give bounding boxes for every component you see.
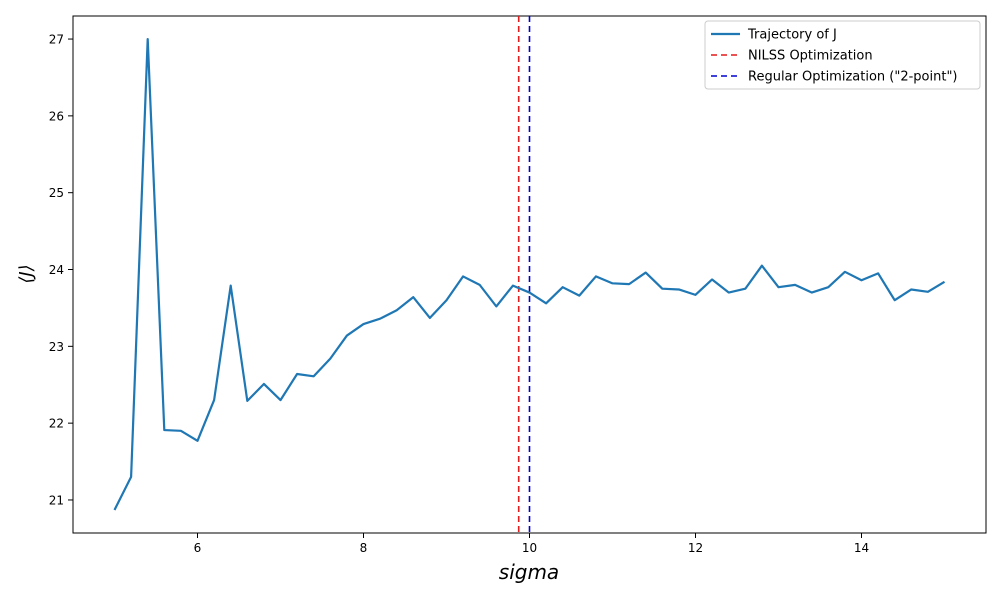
legend: Trajectory of J NILSS Optimization Regul…: [704, 20, 981, 90]
y-tick-label: 25: [49, 186, 64, 200]
y-axis-ticks: 21 22 23 24 25 26 27: [49, 33, 73, 507]
plot-area: 6 8 10 12 14 21 22 23 24 25 26 27: [49, 15, 987, 555]
y-tick-label: 22: [49, 417, 64, 431]
x-axis-ticks: 6 8 10 12 14: [194, 533, 869, 555]
x-tick-label: 10: [522, 541, 537, 555]
y-tick-label: 24: [49, 263, 64, 277]
series-line-trajectory: [113, 37, 946, 511]
x-axis-title: sigma: [499, 560, 559, 584]
x-tick-label: 8: [360, 541, 368, 555]
legend-label-nilss: NILSS Optimization: [748, 49, 873, 64]
legend-label-trajectory: Trajectory of J: [747, 28, 837, 43]
x-tick-label: 6: [194, 541, 202, 555]
reference-lines: [517, 16, 531, 533]
y-tick-label: 21: [49, 493, 64, 507]
legend-label-regular: Regular Optimization ("2-point"): [748, 70, 958, 85]
x-tick-label: 14: [854, 541, 869, 555]
y-tick-label: 23: [49, 340, 64, 354]
legend-box: [704, 20, 981, 90]
y-tick-label: 27: [49, 33, 64, 47]
x-tick-label: 12: [688, 541, 703, 555]
y-axis-title: ⟨J⟩: [16, 264, 37, 283]
y-tick-label: 26: [49, 109, 64, 123]
